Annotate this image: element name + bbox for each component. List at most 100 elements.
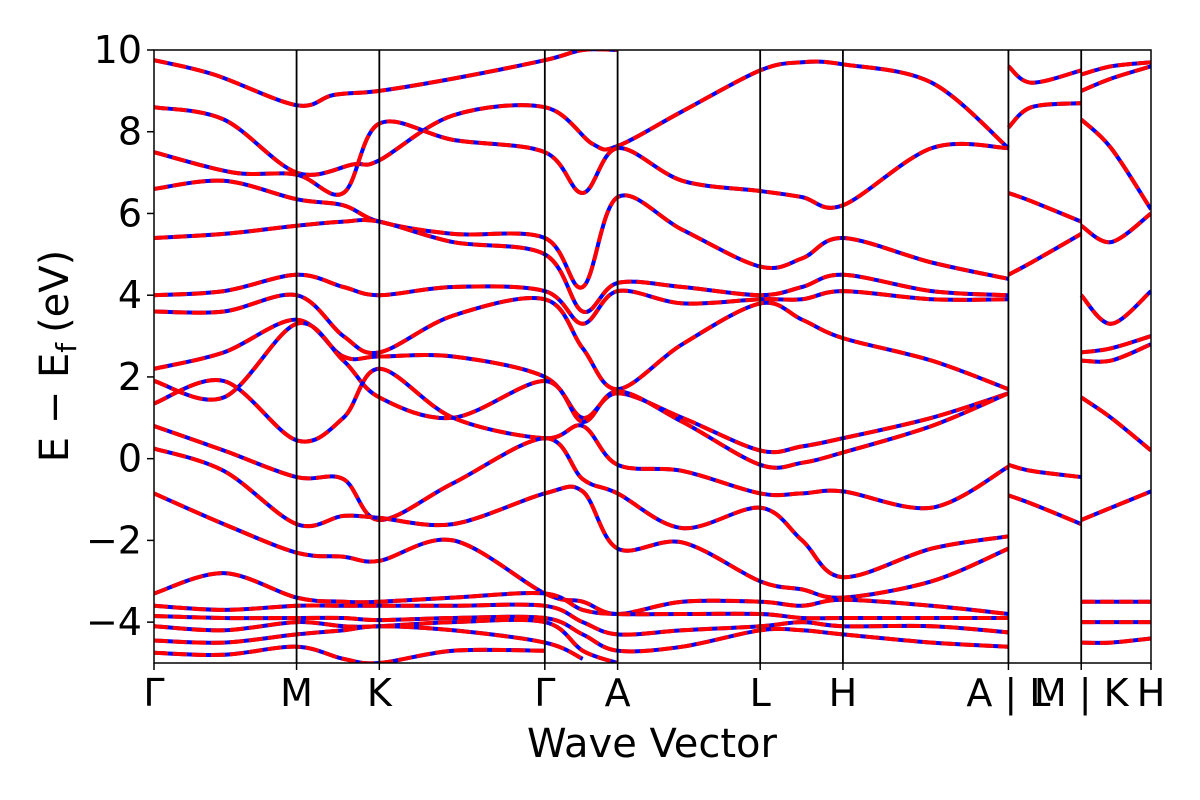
band-19 (1007, 462, 1082, 480)
band-line-red (1080, 334, 1151, 355)
band-line-red (1080, 489, 1151, 522)
band-30 (1080, 395, 1151, 453)
band-line-red (154, 617, 619, 663)
band-20 (1007, 493, 1082, 526)
y-axis: −4 −2 0 2 4 6 8 10 (86, 28, 154, 644)
band-line-red (1079, 118, 1151, 211)
band-line-red (154, 491, 1009, 617)
x-tick-label: K (367, 671, 393, 715)
band-line-red (154, 602, 1009, 637)
band-line-blue (154, 178, 1009, 290)
band-13 (154, 571, 1009, 621)
band-line-red (1080, 64, 1151, 93)
plot-frame (153, 49, 1152, 664)
x-tick-label: A | L (966, 671, 1050, 716)
band-0 (154, 50, 618, 108)
band-23 (1006, 101, 1082, 130)
band-line-red (154, 272, 1009, 326)
band-line-red (154, 624, 584, 661)
y-axis-title-unit: (eV) (32, 250, 78, 333)
band-6 (154, 292, 1010, 392)
band-line-red (154, 119, 1009, 210)
band-line-red (1007, 64, 1082, 85)
x-tick-label: H (829, 671, 858, 715)
band-21 (1007, 232, 1083, 277)
band-line-red (154, 446, 1010, 600)
y-tick-label: 6 (118, 191, 142, 235)
bands-layer (154, 50, 1151, 663)
x-tick-label: L (750, 671, 771, 715)
y-tick-label: 8 (118, 110, 142, 154)
band-line-red (154, 292, 1010, 392)
band-2 (154, 119, 1009, 210)
band-line-red (154, 178, 1009, 290)
band-3 (154, 178, 1009, 290)
x-tick-label: Γ (143, 671, 164, 715)
band-line-red (1080, 60, 1151, 77)
x-tick-label: M (280, 671, 313, 715)
band-9 (154, 366, 1010, 511)
band-line-red (1006, 101, 1082, 130)
band-17 (154, 624, 584, 661)
band-line-red (1007, 462, 1082, 480)
y-tick-label: −4 (86, 600, 142, 644)
band-14 (154, 602, 1009, 637)
x-tick-label: M | K (1034, 671, 1130, 716)
y-tick-label: 0 (118, 437, 142, 481)
band-line-blue (154, 59, 1010, 177)
band-12 (154, 491, 1009, 617)
band-line-red (1007, 232, 1083, 277)
band-line-red (154, 59, 1010, 177)
band-line-red (154, 217, 1009, 314)
band-22 (1007, 191, 1082, 224)
band-line-blue (1079, 289, 1151, 326)
band-10 (154, 424, 1009, 580)
band-line-red (1081, 636, 1151, 645)
band-4 (154, 217, 1009, 314)
band-line-red (154, 614, 1009, 654)
band-8 (154, 321, 1010, 470)
band-line-blue (154, 366, 1010, 511)
x-tick-label: Γ (534, 671, 555, 715)
band-line-blue (154, 491, 1009, 617)
band-line-blue (1080, 211, 1151, 245)
band-18 (154, 644, 545, 663)
band-25 (1079, 118, 1151, 211)
band-line-red (154, 644, 545, 663)
band-35 (1080, 64, 1151, 93)
band-26 (1080, 211, 1151, 245)
band-28 (1080, 334, 1151, 355)
band-29 (1081, 342, 1151, 364)
x-tick-label: A (605, 671, 631, 715)
band-line-blue (154, 217, 1009, 314)
band-line-red (1007, 493, 1082, 526)
band-line-red (1007, 191, 1082, 224)
band-line-red (154, 571, 1009, 621)
band-15 (154, 614, 1009, 654)
band-line-red (1080, 211, 1151, 245)
y-tick-label: 10 (94, 28, 142, 72)
band-5 (154, 272, 1009, 326)
x-tick-label: H (1137, 671, 1166, 715)
y-axis-title: E − Ef (eV) (32, 250, 83, 463)
band-line-red (1081, 342, 1151, 364)
x-axis-title: Wave Vector (527, 721, 778, 767)
band-24 (1007, 64, 1082, 85)
y-tick-label: 4 (118, 273, 142, 317)
band-line-red (154, 366, 1010, 511)
band-line-red (154, 321, 1010, 470)
band-36 (1080, 60, 1151, 77)
y-axis-title-subscript: f (50, 342, 83, 353)
band-27 (1079, 289, 1151, 326)
band-line-red (154, 424, 1009, 580)
band-31 (1080, 489, 1151, 522)
y-axis-title-main: E − E (32, 353, 78, 463)
band-11 (154, 446, 1010, 600)
kpoint-lines (295, 50, 1083, 663)
band-line-red (1080, 395, 1151, 453)
band-34 (1081, 636, 1151, 645)
y-tick-label: −2 (86, 518, 142, 562)
band-line-red (1079, 289, 1151, 326)
